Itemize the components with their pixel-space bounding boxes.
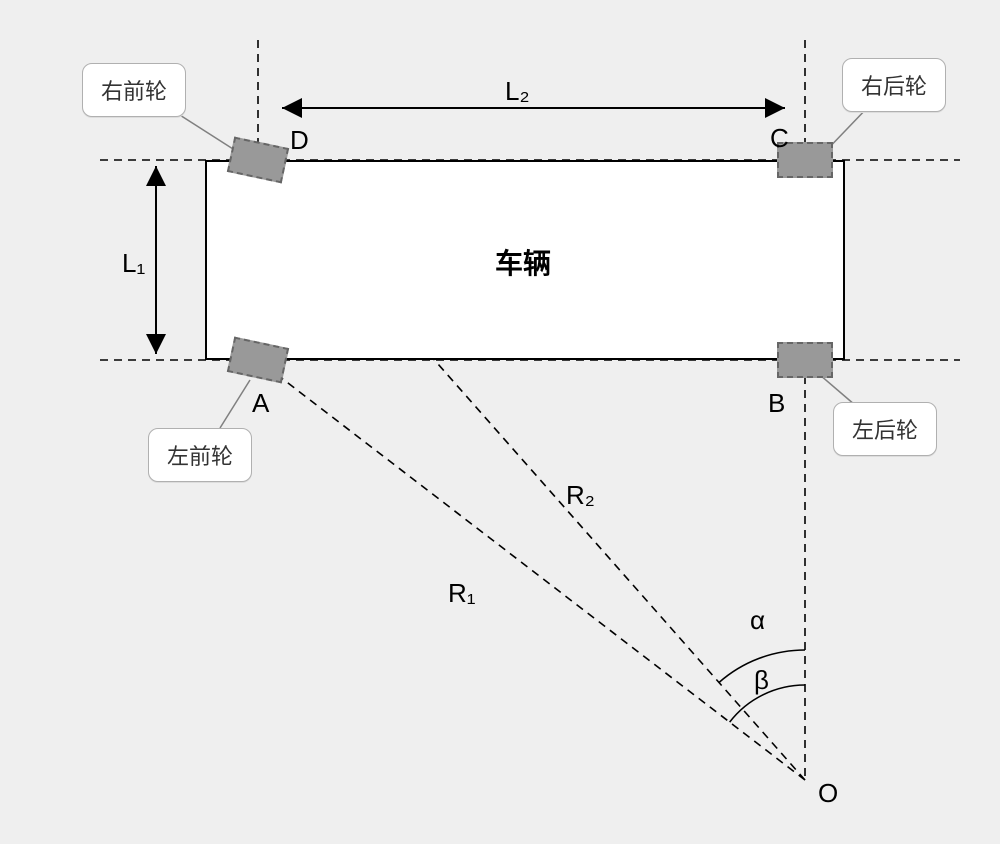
point-D-label: D <box>290 125 309 156</box>
wheel-rear-left <box>777 342 833 378</box>
dim-L1-label: L₁ <box>122 248 145 279</box>
radius-R1-label: R₁ <box>448 578 476 609</box>
dim-L2-label: L₂ <box>505 76 530 107</box>
vehicle-label: 车辆 <box>495 242 551 282</box>
angle-beta-label: β <box>754 665 769 696</box>
point-B-label: B <box>768 388 785 419</box>
point-O-label: O <box>818 778 838 809</box>
point-C-label: C <box>770 123 789 154</box>
callout-front-right: 右前轮 <box>82 63 186 117</box>
radius-R2-label: R₂ <box>566 480 595 511</box>
callout-rear-left: 左后轮 <box>833 402 937 456</box>
callout-rear-right: 右后轮 <box>842 58 946 112</box>
point-A-label: A <box>252 388 269 419</box>
angle-alpha-label: α <box>750 605 765 636</box>
callout-front-left: 左前轮 <box>148 428 252 482</box>
